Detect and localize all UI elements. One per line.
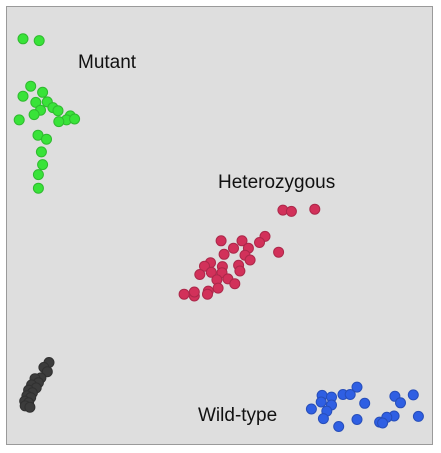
heterozygous-point — [205, 266, 217, 278]
heterozygous-point — [309, 203, 321, 215]
wildtype-point — [407, 389, 419, 401]
wildtype-point — [395, 397, 406, 409]
mutant-cluster-label: Mutant — [78, 52, 137, 73]
mutant-point — [17, 90, 29, 102]
heterozygous-point — [285, 205, 297, 217]
mutant-point — [53, 116, 65, 128]
heterozygous-point — [178, 288, 190, 300]
mutant-series — [13, 33, 81, 194]
heterozygous-point — [199, 260, 210, 272]
wildtype-point — [305, 403, 317, 415]
mutant-point — [35, 146, 47, 158]
heterozygous-cluster-label: Heterozygous — [218, 172, 335, 193]
heterozygous-point — [254, 237, 265, 248]
heterozygous-point — [236, 235, 248, 247]
heterozygous-point — [234, 265, 246, 277]
undetermined-point — [24, 401, 36, 413]
mutant-point — [25, 80, 37, 92]
heterozygous-point — [188, 286, 200, 298]
heterozygous-point — [228, 242, 239, 254]
mutant-point — [28, 109, 40, 121]
heterozygous-point — [194, 269, 206, 280]
heterozygous-point — [273, 246, 285, 258]
mutant-point — [32, 182, 44, 194]
mutant-point — [52, 105, 64, 117]
wildtype-point — [351, 381, 363, 393]
plot-panel — [6, 6, 433, 445]
heterozygous-point — [244, 254, 256, 266]
wildtype-point — [377, 417, 389, 429]
undetermined-series — [19, 357, 55, 413]
wildtype-cluster-label: Wild-type — [198, 405, 277, 426]
wildtype-point — [412, 410, 424, 422]
wildtype-point — [359, 397, 371, 409]
wildtype-point — [315, 396, 327, 408]
wildtype-point — [333, 421, 345, 432]
heterozygous-series — [178, 203, 321, 302]
mutant-point — [17, 33, 29, 45]
wildtype-series — [305, 381, 424, 432]
heterozygous-point — [212, 282, 224, 294]
mutant-point — [37, 86, 49, 98]
mutant-point — [32, 169, 44, 181]
heterozygous-point — [215, 235, 227, 247]
heterozygous-point — [218, 248, 230, 260]
wildtype-point — [344, 389, 356, 400]
wildtype-point — [351, 414, 363, 425]
mutant-point — [37, 159, 49, 171]
heterozygous-point — [202, 288, 213, 300]
mutant-point — [69, 113, 81, 125]
wildtype-point — [317, 413, 329, 425]
heterozygous-point — [229, 278, 241, 290]
mutant-point — [33, 35, 45, 47]
points-layer — [13, 33, 424, 432]
mutant-point — [41, 133, 52, 145]
mutant-point — [13, 114, 25, 126]
